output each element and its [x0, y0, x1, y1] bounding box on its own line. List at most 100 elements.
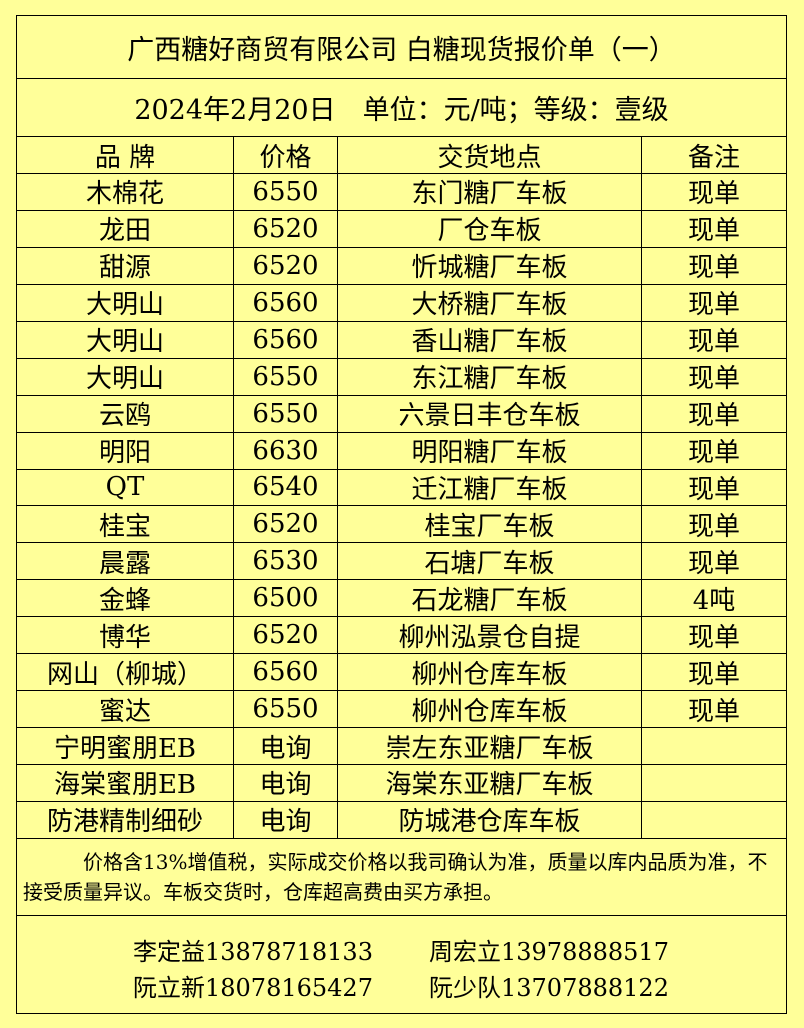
- cell-delivery: 防城港仓库车板: [338, 801, 642, 838]
- cell-delivery: 明阳糖厂车板: [338, 432, 642, 469]
- cell-remark: [642, 728, 786, 764]
- table-row: 宁明蜜朋EB 电询 崇左东亚糖厂车板: [17, 728, 786, 765]
- cell-brand: QT: [17, 469, 234, 506]
- cell-price: 6550: [234, 358, 338, 395]
- cell-remark: 4吨: [692, 585, 736, 616]
- cell-delivery: 忻城糖厂车板: [338, 247, 642, 284]
- cell-remark: 现单: [687, 401, 740, 432]
- table-row: 大明山 6560 香山糖厂车板 现单: [17, 321, 786, 359]
- cell-remark: [642, 802, 786, 838]
- table-row: 龙田 6520 厂仓车板 现单: [17, 210, 786, 248]
- cell-brand: 晨露: [17, 543, 234, 580]
- cell-remark: 现单: [687, 364, 740, 395]
- cell-remark: 现单: [687, 438, 740, 469]
- cell-remark: 现单: [687, 216, 740, 247]
- contact-line: 阮立新18078165427 阮少队13707888122: [17, 970, 786, 1006]
- cell-brand: 木棉花: [17, 174, 234, 210]
- cell-brand: 龙田: [17, 210, 234, 247]
- table-row: 桂宝 6520 桂宝厂车板 现单: [17, 506, 786, 544]
- cell-brand: 桂宝: [17, 506, 234, 543]
- cell-brand: 大明山: [17, 321, 234, 358]
- cell-price: 6520: [234, 617, 338, 654]
- table-row: 海棠蜜朋EB 电询 海棠东亚糖厂车板: [17, 765, 786, 802]
- cell-price: 6560: [234, 654, 338, 691]
- cell-price: 6520: [234, 506, 338, 543]
- cell-remark: 现单: [687, 548, 740, 579]
- cell-price: 电询: [234, 801, 338, 838]
- cell-delivery: 海棠东亚糖厂车板: [338, 765, 642, 801]
- cell-delivery: 柳州仓库车板: [338, 654, 642, 691]
- cell-brand: 大明山: [17, 284, 234, 321]
- cell-delivery: 大桥糖厂车板: [338, 284, 642, 321]
- cell-remark: 现单: [687, 622, 740, 653]
- cell-remark: [642, 765, 786, 801]
- cell-price: 6560: [234, 321, 338, 358]
- notes: 价格含13%增值税，实际成交价格以我司确认为准，质量以库内品质为准，不接受质量异…: [17, 839, 786, 916]
- table-row: 网山（柳城） 6560 柳州仓库车板 现单: [17, 654, 786, 692]
- cell-delivery: 崇左东亚糖厂车板: [338, 728, 642, 764]
- cell-remark: 现单: [687, 696, 740, 727]
- cell-price: 6520: [234, 210, 338, 247]
- cell-delivery: 厂仓车板: [338, 210, 642, 247]
- cell-price: 6520: [234, 247, 338, 284]
- cell-price: 6630: [234, 432, 338, 469]
- cell-price: 电询: [234, 728, 338, 764]
- table-row: 甜源 6520 忻城糖厂车板 现单: [17, 247, 786, 285]
- cell-price: 6550: [234, 174, 338, 210]
- table-row: 晨露 6530 石塘厂车板 现单: [17, 543, 786, 581]
- table-row: 木棉花 6550 东门糖厂车板 现单: [17, 174, 786, 211]
- cell-brand: 蜜达: [17, 691, 234, 728]
- cell-brand: 甜源: [17, 247, 234, 284]
- cell-remark: 现单: [687, 511, 740, 542]
- cell-brand: 宁明蜜朋EB: [17, 728, 234, 764]
- cell-brand: 网山（柳城）: [17, 654, 234, 691]
- contact: 阮立新18078165427: [133, 973, 373, 1002]
- table-row: 明阳 6630 明阳糖厂车板 现单: [17, 432, 786, 470]
- cell-brand: 防港精制细砂: [17, 801, 234, 838]
- contact-line: 李定益13878718133 周宏立13978888517: [17, 934, 786, 970]
- table-row: 云鸥 6550 六景日丰仓车板 现单: [17, 395, 786, 433]
- cell-price: 6550: [234, 395, 338, 432]
- contact: 周宏立13978888517: [429, 937, 669, 966]
- cell-delivery: 东江糖厂车板: [338, 358, 642, 395]
- cell-price: 6540: [234, 469, 338, 506]
- cell-brand: 云鸥: [17, 395, 234, 432]
- cell-delivery: 香山糖厂车板: [338, 321, 642, 358]
- cell-brand: 海棠蜜朋EB: [17, 765, 234, 801]
- header-brand: 品 牌: [17, 137, 234, 173]
- cell-delivery: 桂宝厂车板: [338, 506, 642, 543]
- cell-remark: 现单: [687, 327, 740, 358]
- cell-brand: 金蜂: [17, 580, 234, 617]
- cell-price: 6500: [234, 580, 338, 617]
- cell-brand: 大明山: [17, 358, 234, 395]
- contacts: 李定益13878718133 周宏立13978888517 阮立新18078165…: [17, 916, 786, 1013]
- table-row: QT 6540 迁江糖厂车板 现单: [17, 469, 786, 507]
- cell-delivery: 石龙糖厂车板: [338, 580, 642, 617]
- cell-remark: 现单: [687, 253, 740, 284]
- header-remark: 备注: [687, 142, 740, 173]
- cell-delivery: 石塘厂车板: [338, 543, 642, 580]
- table-header: 品 牌 价格 交货地点 备注: [17, 137, 786, 174]
- header-price: 价格: [234, 137, 338, 173]
- cell-price: 6550: [234, 691, 338, 728]
- cell-remark: 现单: [687, 474, 740, 505]
- table-row: 博华 6520 柳州泓景仓自提 现单: [17, 617, 786, 655]
- cell-price: 6560: [234, 284, 338, 321]
- price-sheet: 广西糖好商贸有限公司 白糖现货报价单（一） 2024年2月20日 单位：元/吨；…: [16, 15, 787, 1014]
- notes-text: 价格含13%增值税，实际成交价格以我司确认为准，质量以库内品质为准，不接受质量异…: [23, 849, 768, 904]
- cell-delivery: 柳州泓景仓自提: [338, 617, 642, 654]
- cell-delivery: 柳州仓库车板: [338, 691, 642, 728]
- header-delivery: 交货地点: [338, 137, 642, 173]
- table-row: 蜜达 6550 柳州仓库车板 现单: [17, 691, 786, 729]
- cell-remark: 现单: [687, 179, 740, 210]
- table-row: 大明山 6560 大桥糖厂车板 现单: [17, 284, 786, 322]
- cell-brand: 明阳: [17, 432, 234, 469]
- cell-delivery: 六景日丰仓车板: [338, 395, 642, 432]
- cell-delivery: 迁江糖厂车板: [338, 469, 642, 506]
- sheet-title: 广西糖好商贸有限公司 白糖现货报价单（一）: [17, 16, 786, 79]
- cell-price: 6530: [234, 543, 338, 580]
- cell-remark: 现单: [687, 290, 740, 321]
- sheet-subtitle: 2024年2月20日 单位：元/吨；等级：壹级: [17, 79, 786, 137]
- cell-delivery: 东门糖厂车板: [338, 174, 642, 210]
- table-row: 大明山 6550 东江糖厂车板 现单: [17, 358, 786, 396]
